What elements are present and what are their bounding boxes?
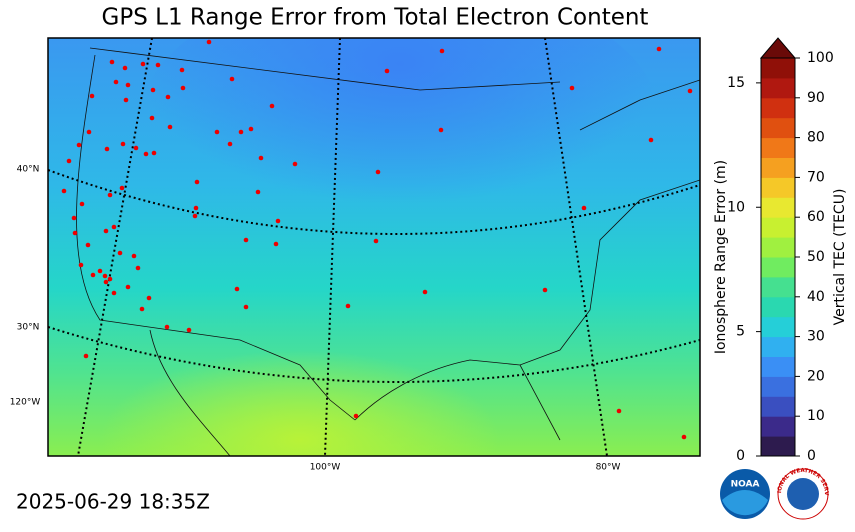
coastline xyxy=(76,47,700,456)
colorbar-band xyxy=(761,97,795,119)
map xyxy=(48,38,700,456)
tick-label: 10 xyxy=(807,408,825,424)
graticule xyxy=(77,38,153,456)
colorbar-band xyxy=(761,316,795,338)
graticule-label: 40°N xyxy=(17,165,40,175)
graticule-label: 30°N xyxy=(17,323,40,333)
colorbar-label: Vertical TEC (TECU) xyxy=(832,189,848,326)
colorbar-band xyxy=(761,296,795,318)
colorbar-band xyxy=(761,257,795,278)
map-field xyxy=(100,350,500,456)
tick-label: 40 xyxy=(807,289,825,305)
colorbar-band xyxy=(761,157,795,178)
colorbar-band xyxy=(761,237,795,258)
colorbar-band xyxy=(761,137,795,158)
graticule-label: 100°W xyxy=(310,463,341,473)
colorbar-band xyxy=(761,177,795,198)
colorbar-band xyxy=(761,356,795,377)
timestamp: 2025-06-29 18:35Z xyxy=(16,490,210,514)
colorbar-label: Ionosphere Range Error (m) xyxy=(713,160,729,354)
tick-label: 90 xyxy=(807,90,825,106)
graticule xyxy=(48,326,700,383)
colorbar-band xyxy=(761,58,795,79)
colorbar: 0 5 10 15 0 10 20 30 40 50 60 70 80 90 100 xyxy=(727,37,834,464)
colorbar-band xyxy=(761,276,795,298)
colorbar-band xyxy=(761,217,795,238)
colorbar-band xyxy=(761,416,795,437)
colorbar-band xyxy=(761,436,795,457)
noaa-logo: NOAA xyxy=(720,469,770,519)
tick-label: 5 xyxy=(736,324,745,340)
colorbar-band xyxy=(761,197,795,218)
tick-label: 10 xyxy=(727,199,745,215)
tick-label: 60 xyxy=(807,209,825,225)
colorbar-extend xyxy=(759,37,797,59)
map-frame xyxy=(47,37,701,457)
graticule xyxy=(544,38,608,456)
tick-label: 80 xyxy=(807,130,825,146)
colorbar-band xyxy=(761,117,795,139)
map-field xyxy=(140,38,660,260)
logo-text: NOAA xyxy=(731,480,760,490)
tick-label: 30 xyxy=(807,329,825,345)
colorbar-band xyxy=(761,396,795,417)
graticule-label: 80°W xyxy=(596,463,621,473)
tick-label: 50 xyxy=(807,249,825,265)
graticule-label: 120°W xyxy=(10,398,41,408)
tick-label: 70 xyxy=(807,169,825,185)
tick-label: 0 xyxy=(736,448,745,464)
tick-label: 20 xyxy=(807,368,825,384)
tick-label: 100 xyxy=(807,50,834,66)
colorbar-band xyxy=(761,77,795,99)
title: GPS L1 Range Error from Total Electron C… xyxy=(102,5,649,31)
stations xyxy=(61,39,693,440)
colorbar-band xyxy=(761,336,795,357)
colorbar-band xyxy=(761,376,795,397)
tick-label: 15 xyxy=(727,75,745,91)
tick-label: 0 xyxy=(807,448,816,464)
